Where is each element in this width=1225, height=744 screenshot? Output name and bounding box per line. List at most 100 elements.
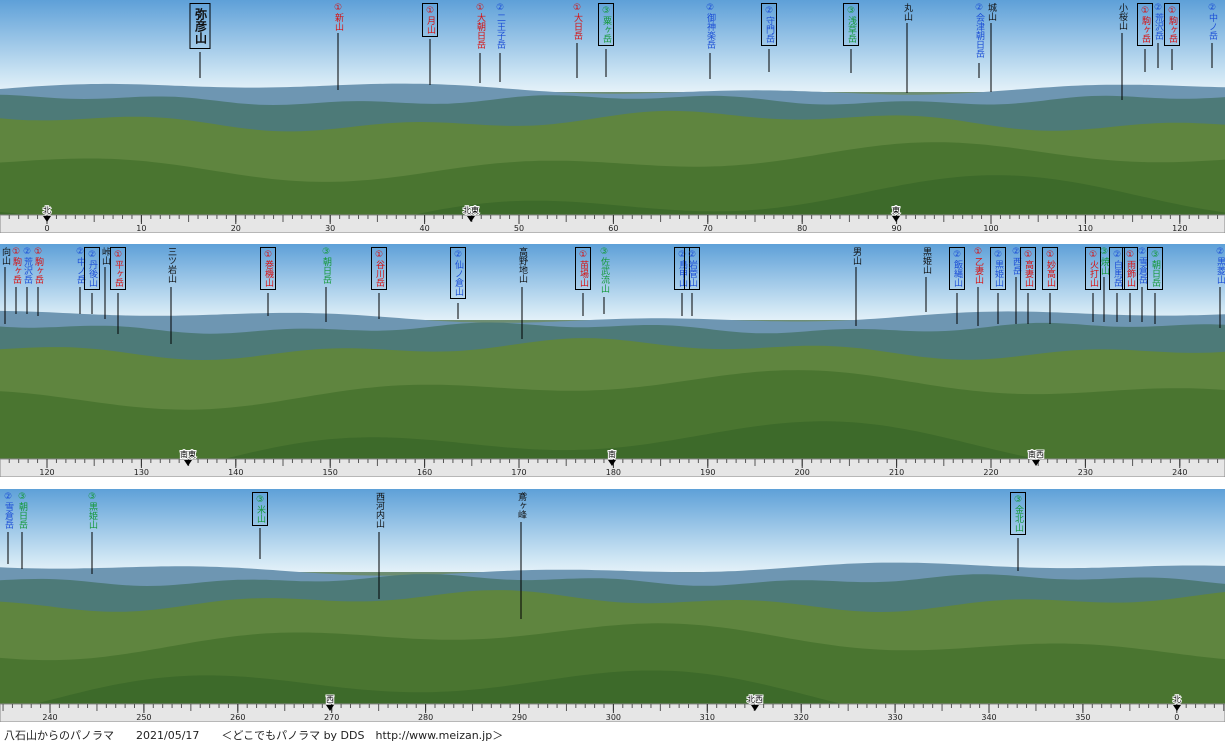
direction-label: 西 xyxy=(326,695,334,704)
tick-label: 0 xyxy=(44,224,49,233)
tick-label: 280 xyxy=(418,713,433,722)
tick-label: 310 xyxy=(700,713,715,722)
peak-label: 弥彦山 xyxy=(189,3,211,49)
peak-label: 三ツ岩山 xyxy=(166,247,176,283)
landscape: 240 250 260 270 280 290 300 310 320 330 340 350 0西 北西… xyxy=(0,489,1225,722)
tick-label: 300 xyxy=(606,713,621,722)
footer-title: 八石山からのパノラマ xyxy=(4,729,114,742)
peak-label: ②鳥甲山 xyxy=(674,247,690,290)
peak-label: ①妙高山 xyxy=(1042,247,1058,290)
peak-label: ①谷川岳 xyxy=(371,247,387,290)
peak-label: ①駒ヶ岳 xyxy=(1137,3,1153,46)
tick-label: 0 xyxy=(1174,713,1179,722)
peak-label: ①雨飾山 xyxy=(1122,247,1138,290)
direction-label: 北東 xyxy=(463,205,479,215)
tick-label: 70 xyxy=(703,224,713,233)
direction-label: 南東 xyxy=(180,449,196,459)
peak-label: ①巻機山 xyxy=(260,247,276,290)
peak-label: 男山 xyxy=(851,247,861,265)
peak-label: ③黒姫山 xyxy=(87,492,97,529)
peak-label: ②中ノ岳 xyxy=(75,247,85,284)
tick-label: 50 xyxy=(514,224,524,233)
peak-label: ②黒姫山 xyxy=(990,247,1006,290)
tick-label: 140 xyxy=(228,468,243,477)
peak-label: ①火打山 xyxy=(1085,247,1101,290)
tick-label: 120 xyxy=(39,468,54,477)
peak-label: ②中ノ岳 xyxy=(1207,3,1217,40)
peak-label: ①駒ヶ岳 xyxy=(1164,3,1180,46)
peak-label: ③朝日岳 xyxy=(321,247,331,284)
peak-label: 向山 xyxy=(0,247,10,265)
peak-label: ②雪倉岳 xyxy=(1137,247,1147,284)
tick-label: 350 xyxy=(1075,713,1090,722)
tick-label: 200 xyxy=(795,468,810,477)
peak-label: 高野地山 xyxy=(517,247,527,283)
footer-credit: ＜どこでもパノラマ by DDS http://www.meizan.jp＞ xyxy=(221,729,504,742)
peak-label: ①乙妻山 xyxy=(973,247,983,284)
landscape: 0 10 20 30 40 50 60 70 80 90 100 110 120 北 北東 東 xyxy=(0,0,1225,233)
peak-label: ③朝日岳 xyxy=(1147,247,1163,290)
peak-label: ①平ヶ岳 xyxy=(110,247,126,290)
panorama-strip: 0 10 20 30 40 50 60 70 80 90 100 110 120 北 北東 東 弥彦山 ①新山 ①月… xyxy=(0,0,1225,233)
tick-label: 120 xyxy=(1172,224,1187,233)
scale-bar xyxy=(0,458,1225,477)
peak-label: 小桜山 xyxy=(1117,3,1127,30)
direction-marker xyxy=(43,216,51,222)
peak-label: ②御神楽岳 xyxy=(705,3,715,49)
peak-label: ①苗場山 xyxy=(575,247,591,290)
tick-label: 230 xyxy=(1078,468,1093,477)
peak-label: ①大朝日岳 xyxy=(475,3,485,49)
tick-label: 190 xyxy=(700,468,715,477)
direction-label: 南西 xyxy=(1028,449,1044,459)
peak-label: 黒姫山 xyxy=(921,247,931,274)
panorama-strip: 240 250 260 270 280 290 300 310 320 330 340 350 0 西北西… xyxy=(0,489,1225,722)
tick-label: 170 xyxy=(511,468,526,477)
peak-label: ③朝日岳 xyxy=(17,492,27,529)
peak-label: ②守門岳 xyxy=(761,3,777,46)
tick-label: 80 xyxy=(797,224,807,233)
peak-label: 城山 xyxy=(986,3,996,21)
tick-label: 110 xyxy=(1078,224,1093,233)
peak-label: 丸山 xyxy=(902,3,912,21)
tick-label: 210 xyxy=(889,468,904,477)
peak-label: ③焼山 xyxy=(1099,247,1109,275)
peak-label: ③浅草岳 xyxy=(843,3,859,46)
peak-label: ②西岳 xyxy=(1011,247,1021,275)
tick-label: 330 xyxy=(887,713,902,722)
tick-label: 100 xyxy=(983,224,998,233)
direction-marker xyxy=(326,705,334,711)
direction-label: 南 xyxy=(608,449,616,459)
tick-label: 10 xyxy=(136,224,146,233)
direction-label: 北 xyxy=(1173,695,1181,704)
scale-bar xyxy=(0,703,1225,722)
peak-label: ②雪倉岳 xyxy=(3,492,13,529)
tick-label: 320 xyxy=(794,713,809,722)
peak-label: 鳶ヶ峰 xyxy=(516,492,526,519)
front-hills xyxy=(0,421,1225,477)
tick-label: 60 xyxy=(608,224,618,233)
tick-label: 40 xyxy=(420,224,430,233)
panorama-strip: 120 130 140 150 160 170 180 190 200 210 220 230 240 南… xyxy=(0,244,1225,477)
sky xyxy=(0,0,1225,102)
scale-bar xyxy=(0,214,1225,233)
peak-label: ②二王子岳 xyxy=(495,3,505,49)
peak-label: ③金北山 xyxy=(1010,492,1026,535)
peak-label: ②会津朝日岳 xyxy=(974,3,984,58)
direction-marker xyxy=(892,216,900,222)
peak-label: ②白馬岳 xyxy=(1109,247,1125,290)
tick-label: 260 xyxy=(230,713,245,722)
direction-label: 北西 xyxy=(747,695,763,704)
peak-label: ②荒沢岳 xyxy=(1153,3,1163,40)
peak-label: ②黒菱山 xyxy=(1215,247,1225,284)
tick-label: 180 xyxy=(606,468,621,477)
tick-label: 150 xyxy=(323,468,338,477)
direction-marker xyxy=(1173,705,1181,711)
direction-marker xyxy=(608,460,616,466)
tick-label: 270 xyxy=(324,713,339,722)
tick-label: 30 xyxy=(325,224,335,233)
peak-label: ①大日岳 xyxy=(572,3,582,40)
peak-label: ②仙ノ倉山 xyxy=(450,247,466,299)
sky xyxy=(0,489,1225,582)
peak-label: ③粟ヶ岳 xyxy=(598,3,614,46)
